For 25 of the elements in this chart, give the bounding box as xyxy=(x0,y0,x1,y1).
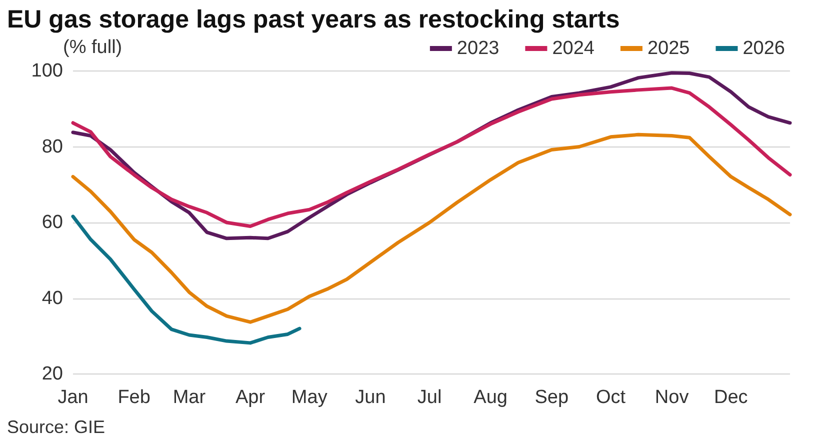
y-tick-label: 60 xyxy=(42,212,63,233)
x-tick-label: Jun xyxy=(355,387,386,408)
x-tick-label: Jan xyxy=(58,387,88,408)
x-tick-label: Dec xyxy=(714,387,748,408)
x-tick-label: May xyxy=(291,387,328,408)
x-tick-label: Apr xyxy=(235,387,266,408)
legend-label: 2024 xyxy=(552,38,595,59)
y-tick-label: 80 xyxy=(42,136,63,158)
line-series xyxy=(71,214,302,345)
y-tick-label: 100 xyxy=(31,60,63,82)
legend-label: 2026 xyxy=(742,38,786,59)
x-tick-label: Sep xyxy=(534,387,569,408)
legend-label: 2025 xyxy=(647,38,690,59)
x-tick-label: Jul xyxy=(417,387,442,408)
legend-label: 2023 xyxy=(456,38,500,59)
x-tick-label: Mar xyxy=(172,387,206,408)
source-note: Source: GIE xyxy=(7,417,106,437)
chart-title: EU gas storage lags past years as restocking starts xyxy=(7,6,620,34)
x-tick-label: Feb xyxy=(118,387,150,408)
y-tick-label: 20 xyxy=(42,364,63,384)
x-tick-label: Nov xyxy=(654,387,690,408)
y-tick-label: 40 xyxy=(42,288,63,309)
x-tick-label: Oct xyxy=(596,387,626,408)
x-tick-label: Aug xyxy=(474,387,508,408)
y-axis-title: (% full) xyxy=(63,37,122,58)
